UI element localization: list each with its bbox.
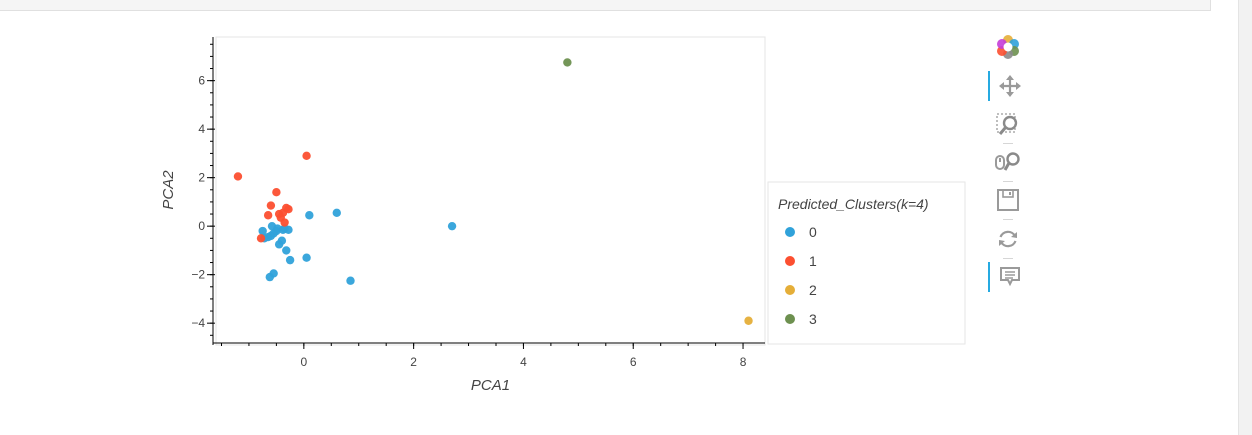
data-point[interactable] <box>305 211 314 220</box>
x-tick-label: 2 <box>410 355 417 369</box>
data-point[interactable] <box>263 211 273 220</box>
x-tick-label: 4 <box>520 355 527 369</box>
data-point[interactable] <box>277 236 287 245</box>
y-axis-label: PCA2 <box>160 170 177 210</box>
legend-item-label[interactable]: 3 <box>809 311 817 327</box>
y-tick-label: −4 <box>191 316 205 330</box>
toolbar-divider <box>1003 219 1013 220</box>
data-point[interactable] <box>284 204 293 214</box>
right-scroll-gutter[interactable] <box>1238 0 1252 435</box>
bokeh-logo-button[interactable] <box>988 32 1028 62</box>
plot-frame <box>215 36 766 346</box>
legend-marker <box>785 227 795 237</box>
y-tick-label: 6 <box>198 74 205 88</box>
legend-item-label[interactable]: 1 <box>809 253 817 269</box>
legend-item-label[interactable]: 0 <box>809 224 817 240</box>
data-point[interactable] <box>258 226 267 236</box>
y-tick-label: 4 <box>198 122 205 136</box>
y-tick-label: −2 <box>191 268 205 282</box>
reset-tool-button[interactable] <box>988 224 1028 254</box>
data-point[interactable] <box>563 58 572 67</box>
data-point[interactable] <box>447 221 457 231</box>
legend-title: Predicted_Clusters(k=4) <box>778 196 929 212</box>
hover-tool-button[interactable] <box>988 262 1030 292</box>
toolbar-divider <box>1003 181 1013 182</box>
box-zoom-icon <box>996 113 1018 135</box>
y-tick-label: 2 <box>198 171 205 185</box>
data-point[interactable] <box>284 225 293 235</box>
data-point[interactable] <box>285 255 295 265</box>
x-tick-label: 6 <box>630 355 637 369</box>
x-axis-label: PCA1 <box>471 377 510 394</box>
legend-box <box>767 181 966 345</box>
data-point[interactable] <box>282 246 291 255</box>
legend-item-label[interactable]: 2 <box>809 282 817 298</box>
data-point[interactable] <box>272 188 281 197</box>
top-strip <box>0 0 1211 11</box>
plot-toolbar <box>988 30 1032 310</box>
legend-marker <box>785 314 795 324</box>
wheel-zoom-tool-button[interactable] <box>988 147 1028 177</box>
save-tool-button[interactable] <box>988 185 1028 215</box>
data-point[interactable] <box>233 172 243 181</box>
x-tick-label: 0 <box>300 355 307 369</box>
legend-marker <box>785 285 795 295</box>
y-tick-label: 0 <box>198 219 205 233</box>
legend-marker <box>785 256 795 266</box>
pan-tool-button[interactable] <box>988 71 1030 101</box>
save-icon <box>997 189 1019 211</box>
data-point[interactable] <box>280 218 289 227</box>
data-point[interactable] <box>269 269 278 278</box>
toolbar-divider <box>1003 143 1013 144</box>
bokeh-logo-icon <box>997 35 1019 59</box>
toolbar-divider <box>1003 258 1013 259</box>
pan-icon <box>999 75 1021 97</box>
data-point[interactable] <box>302 253 311 262</box>
data-point[interactable] <box>332 208 341 218</box>
wheel-zoom-icon <box>995 152 1020 171</box>
hover-icon <box>1000 267 1020 287</box>
data-point[interactable] <box>266 201 276 210</box>
data-point[interactable] <box>744 316 753 325</box>
x-tick-label: 8 <box>740 355 747 369</box>
reset-icon <box>999 230 1017 248</box>
data-point[interactable] <box>256 234 266 243</box>
box-zoom-tool-button[interactable] <box>988 110 1028 140</box>
data-point[interactable] <box>302 151 311 161</box>
data-point[interactable] <box>346 276 355 285</box>
